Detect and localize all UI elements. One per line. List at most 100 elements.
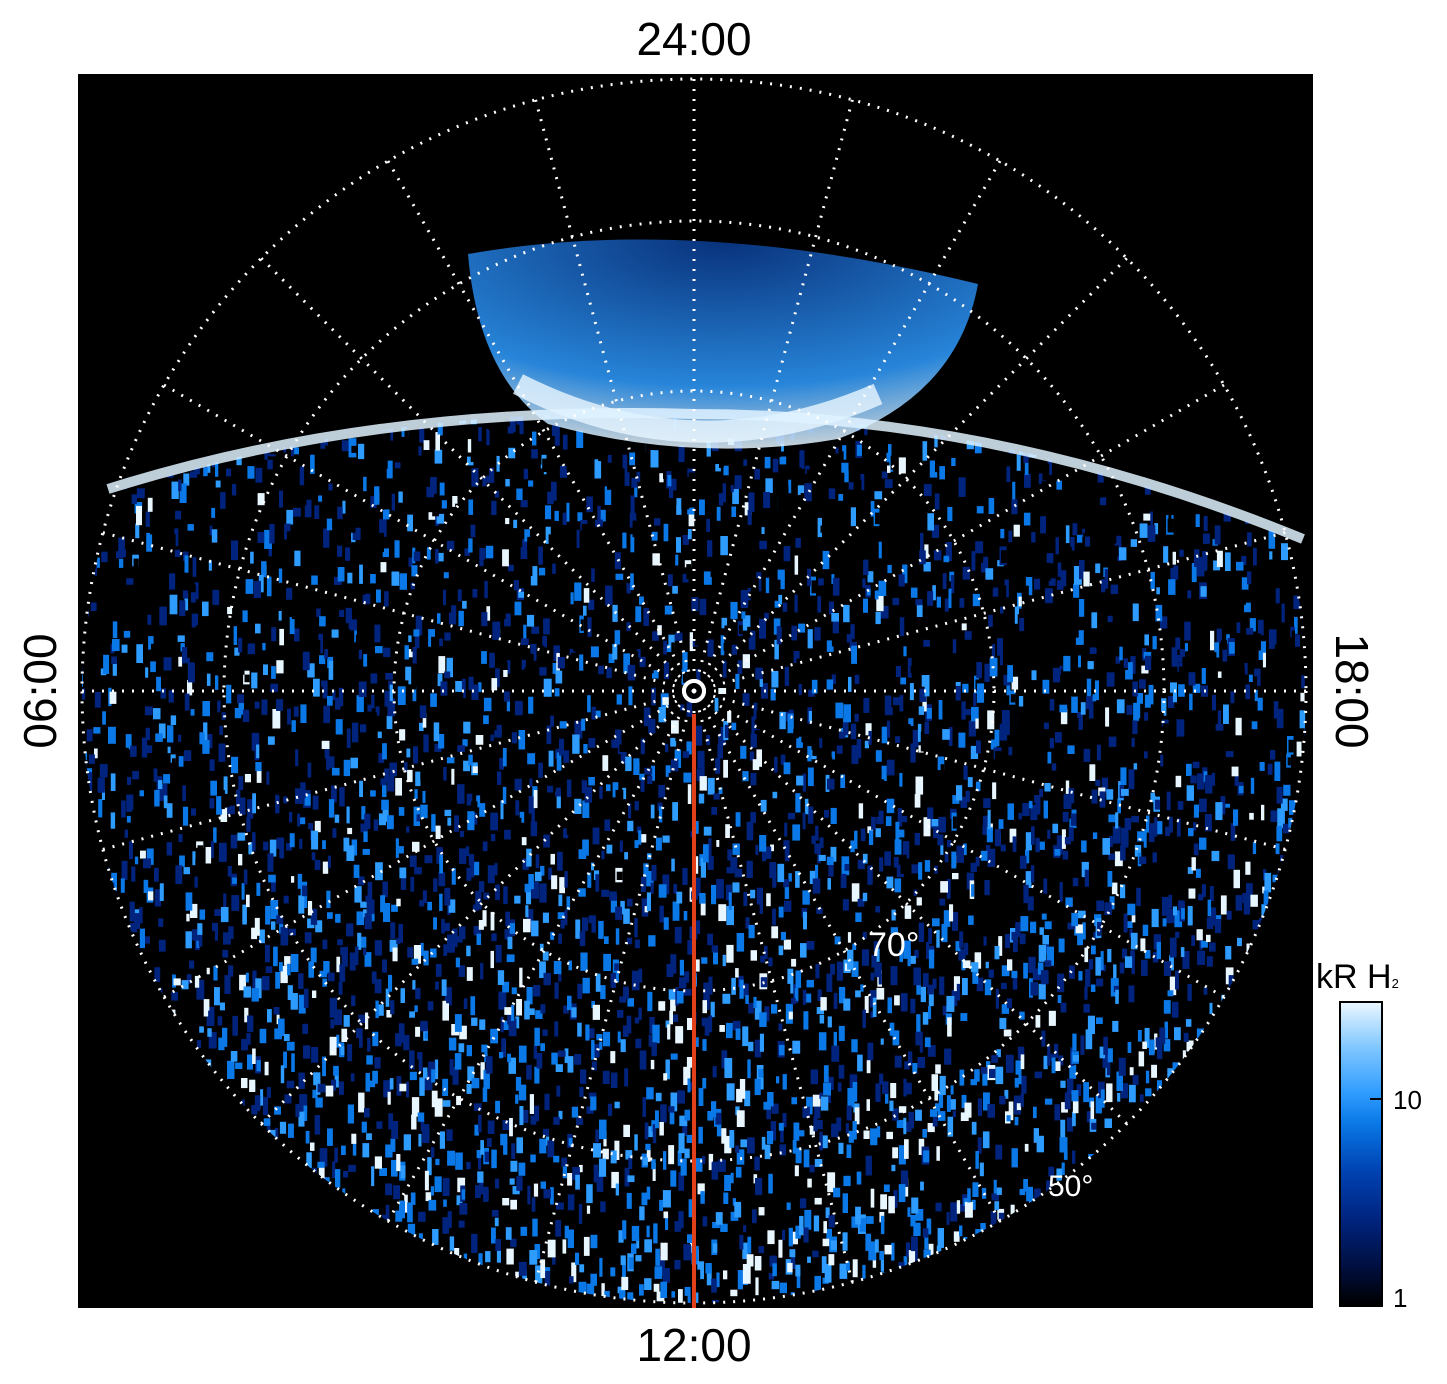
- speckle: [938, 1111, 946, 1121]
- speckle: [490, 834, 496, 842]
- speckle: [832, 577, 840, 596]
- speckle: [251, 1105, 258, 1115]
- speckle: [311, 852, 316, 861]
- speckle: [385, 1183, 393, 1196]
- speckle: [618, 1230, 624, 1243]
- speckle: [1156, 548, 1161, 557]
- speckle: [939, 898, 946, 906]
- speckle: [606, 628, 613, 641]
- speckle: [626, 937, 633, 945]
- speckle: [415, 987, 421, 1000]
- speckle: [602, 1070, 610, 1084]
- speckle: [650, 489, 659, 506]
- speckle: [1130, 656, 1136, 674]
- speckle: [1025, 832, 1032, 851]
- speckle: [306, 1152, 312, 1169]
- speckle: [1036, 1135, 1044, 1153]
- speckle: [711, 807, 717, 815]
- speckle: [118, 615, 126, 633]
- speckle: [172, 758, 176, 775]
- speckle: [1294, 616, 1298, 634]
- speckle: [557, 912, 565, 920]
- speckle: [730, 857, 738, 871]
- speckle: [556, 752, 562, 771]
- speckle: [765, 577, 770, 594]
- speckle: [640, 777, 645, 792]
- speckle: [1041, 1030, 1046, 1047]
- speckle: [579, 1264, 585, 1273]
- speckle: [866, 1099, 870, 1111]
- speckle: [814, 843, 821, 854]
- speckle: [531, 803, 535, 824]
- speckle: [514, 895, 521, 904]
- speckle: [495, 1239, 501, 1251]
- speckle: [831, 435, 839, 447]
- speckle: [346, 806, 350, 824]
- speckle: [196, 625, 204, 635]
- speckle: [755, 667, 763, 680]
- speckle: [111, 872, 117, 892]
- speckle: [119, 736, 124, 744]
- speckle: [592, 1004, 600, 1020]
- speckle: [1062, 811, 1069, 822]
- speckle: [680, 1158, 687, 1176]
- speckle: [874, 491, 883, 500]
- speckle: [311, 1047, 319, 1063]
- speckle: [814, 1275, 821, 1294]
- speckle: [314, 859, 321, 870]
- speckle: [596, 484, 604, 501]
- speckle: [1083, 1082, 1089, 1103]
- speckle: [778, 1023, 783, 1031]
- speckle: [1141, 665, 1149, 674]
- speckle: [255, 762, 262, 772]
- speckle: [518, 1162, 526, 1176]
- speckle: [881, 765, 887, 781]
- speckle: [404, 429, 409, 447]
- speckle: [602, 1031, 611, 1047]
- speckle: [428, 1199, 437, 1211]
- speckle: [361, 434, 367, 442]
- speckle: [322, 939, 328, 950]
- speckle: [239, 797, 246, 815]
- speckle: [678, 1289, 683, 1303]
- speckle: [489, 652, 495, 668]
- speckle: [396, 1154, 401, 1172]
- speckle: [867, 865, 873, 885]
- speckle: [706, 440, 711, 457]
- speckle: [254, 917, 260, 936]
- speckle: [708, 1015, 713, 1033]
- speckle: [169, 573, 176, 590]
- speckle: [1109, 835, 1113, 847]
- speckle: [1065, 525, 1070, 544]
- speckle: [1054, 732, 1062, 743]
- speckle: [673, 490, 677, 506]
- speckle: [531, 920, 539, 937]
- speckle: [961, 701, 966, 720]
- speckle: [530, 821, 538, 837]
- speckle: [167, 725, 174, 743]
- speckle: [899, 773, 903, 787]
- speckle: [860, 474, 865, 491]
- speckle: [692, 501, 698, 509]
- speckle: [351, 623, 357, 643]
- speckle: [826, 757, 833, 765]
- speckle: [831, 634, 837, 647]
- speckle: [838, 1142, 844, 1154]
- speckle: [346, 923, 354, 937]
- speckle: [844, 470, 849, 483]
- speckle: [1283, 628, 1288, 646]
- speckle: [310, 947, 317, 963]
- speckle: [500, 1016, 504, 1033]
- speckle: [605, 585, 613, 605]
- speckle: [939, 976, 945, 995]
- speckle: [1252, 920, 1261, 930]
- speckle: [758, 1246, 765, 1254]
- speckle: [1215, 724, 1224, 731]
- speckle: [1129, 574, 1137, 587]
- speckle: [833, 1031, 837, 1047]
- speckle: [768, 1173, 773, 1194]
- speckle: [512, 1186, 520, 1195]
- speckle: [1139, 679, 1146, 689]
- speckle: [88, 754, 95, 764]
- speckle: [480, 1140, 484, 1155]
